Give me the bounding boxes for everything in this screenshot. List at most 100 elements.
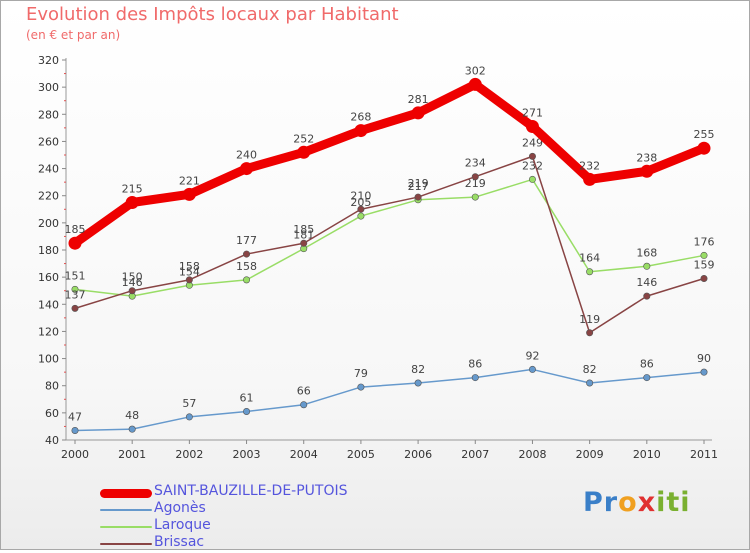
y-tick-label: 80: [45, 380, 59, 393]
data-point: [357, 212, 365, 220]
data-point: [185, 413, 193, 421]
data-point: [68, 236, 82, 250]
data-label: 185: [65, 223, 86, 236]
data-label: 232: [522, 159, 543, 172]
brand-letter: o: [618, 487, 638, 518]
series-line: [70, 79, 709, 248]
data-point: [414, 193, 422, 201]
data-point: [700, 251, 708, 259]
data-label: 90: [697, 352, 711, 365]
data-label: 271: [522, 107, 543, 120]
legend-item: Laroque: [100, 517, 400, 536]
data-point: [297, 145, 311, 159]
data-point: [643, 262, 651, 270]
data-point: [471, 374, 479, 382]
data-point: [640, 164, 654, 178]
legend: SAINT-BAUZILLE-DE-PUTOIS Agonès Laroque …: [100, 483, 400, 553]
x-tick-label: 2004: [290, 448, 318, 461]
data-label: 238: [636, 151, 657, 164]
brand-letter: t: [666, 487, 681, 518]
x-tick-label: 2005: [347, 448, 375, 461]
data-point: [357, 205, 365, 213]
y-tick-label: 160: [38, 271, 59, 284]
data-point: [528, 365, 536, 373]
data-point: [700, 274, 708, 282]
data-label: 185: [293, 223, 314, 236]
legend-swatch: [100, 509, 152, 511]
data-label: 281: [408, 93, 429, 106]
data-label: 232: [579, 159, 600, 172]
chart-title: Evolution des Impôts locaux par Habitant: [26, 4, 399, 25]
y-tick-label: 120: [38, 325, 59, 338]
legend-label: Brissac: [154, 534, 205, 550]
y-tick-label: 220: [38, 190, 59, 203]
brand-letter: x: [637, 487, 657, 518]
x-tick-label: 2001: [118, 448, 146, 461]
data-point: [414, 379, 422, 387]
data-point: [471, 173, 479, 181]
y-tick-label: 260: [38, 135, 59, 148]
x-tick-label: 2003: [233, 448, 261, 461]
data-point: [583, 172, 597, 186]
data-label: 61: [240, 392, 254, 405]
legend-item: Agonès: [100, 500, 400, 519]
brand-letter: i: [656, 487, 667, 518]
data-label: 158: [236, 260, 257, 273]
data-point: [471, 193, 479, 201]
data-label: 48: [125, 409, 139, 422]
data-label: 119: [579, 313, 600, 326]
chart-subtitle: (en € et par an): [26, 28, 121, 42]
data-point: [240, 162, 254, 176]
data-label: 164: [579, 252, 600, 265]
data-point: [528, 175, 536, 183]
data-label: 252: [293, 132, 314, 145]
data-point: [700, 368, 708, 376]
data-label: 86: [468, 358, 482, 371]
data-label: 221: [179, 174, 200, 187]
legend-label: Agonès: [154, 500, 206, 516]
data-point: [182, 187, 196, 201]
x-tick-label: 2002: [175, 448, 203, 461]
data-label: 146: [636, 276, 657, 289]
data-label: 210: [350, 189, 371, 202]
series-line: [74, 368, 705, 432]
y-tick-label: 280: [38, 108, 59, 121]
data-label: 86: [640, 358, 654, 371]
legend-label: Laroque: [154, 517, 211, 533]
y-tick-label: 100: [38, 353, 59, 366]
data-point: [643, 292, 651, 300]
data-point: [71, 304, 79, 312]
brand-logo: Proxiti: [583, 487, 691, 518]
x-tick-label: 2008: [518, 448, 546, 461]
data-label: 79: [354, 367, 368, 380]
data-point: [185, 276, 193, 284]
y-tick-label: 300: [38, 81, 59, 94]
brand-letter: r: [603, 487, 619, 518]
y-tick-label: 180: [38, 244, 59, 257]
data-point: [128, 287, 136, 295]
data-point: [243, 276, 251, 284]
data-label: 255: [694, 128, 715, 141]
brand-letter: P: [583, 487, 604, 518]
data-label: 234: [465, 157, 486, 170]
data-label: 57: [182, 397, 196, 410]
data-point: [300, 239, 308, 247]
series-line: [74, 155, 705, 334]
y-tick-label: 40: [45, 434, 59, 447]
x-tick-label: 2000: [61, 448, 89, 461]
data-label: 151: [65, 269, 86, 282]
data-point: [525, 120, 539, 133]
data-label: 150: [122, 271, 143, 284]
data-point: [468, 77, 482, 91]
data-label: 146: [122, 276, 143, 289]
legend-item: Brissac: [100, 534, 400, 553]
data-label: 215: [122, 183, 143, 196]
data-label: 158: [179, 260, 200, 273]
data-label: 217: [408, 180, 429, 193]
data-point: [643, 374, 651, 382]
data-label: 47: [68, 411, 82, 424]
data-label: 82: [411, 363, 425, 376]
data-point: [697, 141, 711, 155]
data-point: [71, 426, 79, 434]
